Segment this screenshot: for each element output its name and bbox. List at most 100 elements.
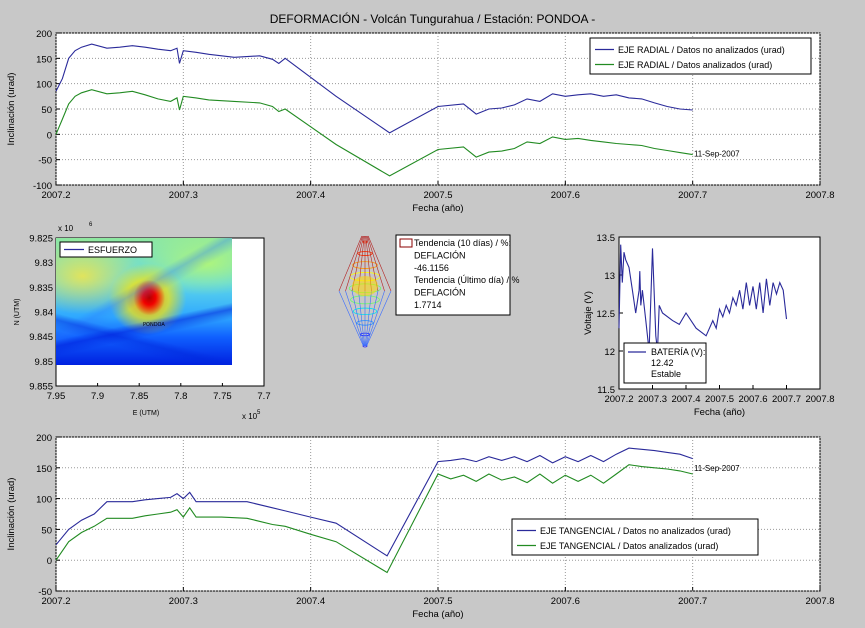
legend-entry: 12.42: [651, 358, 674, 368]
y-tick-label: 150: [36, 54, 52, 65]
y-tick-label: 9.855: [29, 382, 53, 393]
y-axis-label: Voltaje (V): [583, 291, 594, 335]
legend-box: [589, 37, 812, 75]
x-tick-label: 2007.7: [678, 190, 707, 201]
y-tick-label: 0: [47, 130, 52, 141]
legend-entry: ESFUERZO: [88, 245, 137, 255]
legend-entry: DEFLACIÓN: [414, 250, 466, 260]
y-tick-label: 100: [36, 495, 52, 506]
y-tick-label: 150: [36, 464, 52, 475]
legend-box: [623, 342, 707, 384]
x-tick-label: 2007.4: [296, 596, 325, 607]
y-tick-label: 50: [41, 525, 52, 536]
x-tick-label: 2007.2: [604, 394, 633, 405]
legend-entry: DEFLACIÓN: [414, 288, 466, 298]
legend-entry: Estable: [651, 369, 681, 379]
legend-entry: 1.7714: [414, 300, 442, 310]
surface-mesh-line: [367, 235, 392, 292]
y-tick-label: 9.85: [35, 357, 54, 368]
y-tick-label: 200: [36, 433, 52, 444]
legend-entry: BATERÍA (V):: [651, 347, 705, 357]
legend-swatch: [399, 238, 413, 248]
series-line-1: [55, 464, 693, 574]
surface-mesh-line: [358, 290, 365, 347]
stress-heatmap: [56, 238, 232, 365]
y-tick-label: 9.845: [29, 332, 53, 343]
surface-mesh-line: [366, 290, 392, 347]
y-tick-label: 9.84: [35, 308, 54, 319]
x-tick-label: 2007.6: [738, 394, 767, 405]
x-tick-label: 7.9: [91, 391, 104, 402]
x-tick-label: 7.85: [130, 391, 149, 402]
surface-mesh-line: [365, 290, 372, 347]
x-exponent: x 10: [242, 412, 258, 421]
x-tick-label: 2007.5: [705, 394, 734, 405]
x-tick-label: 2007.4: [671, 394, 700, 405]
y-tick-label: 9.83: [35, 258, 54, 269]
y-tick-label: 11.5: [597, 385, 615, 396]
x-tick-label: 2007.5: [423, 596, 452, 607]
y-tick-label: -100: [33, 181, 52, 192]
legend-entry: EJE RADIAL / Datos no analizados (urad): [618, 45, 785, 55]
x-tick-label: 2007.2: [41, 596, 70, 607]
x-axis-label: E (UTM): [133, 410, 159, 417]
x-tick-label: 2007.3: [169, 190, 198, 201]
y-tick-label: 12.5: [597, 309, 616, 320]
y-tick-label: 9.835: [29, 283, 53, 294]
surface-core: [352, 276, 378, 296]
x-axis-label: Fecha (año): [412, 203, 463, 214]
x-tick-label: 2007.2: [41, 190, 70, 201]
legend-entry: Tendencia (Último día) / %: [414, 275, 520, 285]
figure-title: DEFORMACIÓN - Volcán Tungurahua / Estaci…: [269, 12, 596, 26]
legend-entry: EJE TANGENCIAL / Datos no analizados (ur…: [540, 526, 731, 536]
x-tick-label: 2007.8: [805, 190, 834, 201]
legend-entry: Tendencia (10 días) / %:: [414, 238, 511, 248]
x-tick-label: 7.75: [213, 391, 232, 402]
series-line-0: [618, 244, 788, 352]
x-axis-label: Fecha (año): [412, 609, 463, 620]
legend-box: [59, 241, 153, 258]
legend-entry: EJE RADIAL / Datos analizados (urad): [618, 60, 772, 70]
y-tick-label: -50: [38, 587, 52, 598]
x-tick-label: 2007.4: [296, 190, 325, 201]
y-tick-label: 13.5: [597, 233, 616, 244]
x-tick-label: 2007.6: [551, 190, 580, 201]
y-exponent-power: 6: [89, 222, 93, 228]
radial-tilt-axes: 2007.2 2007.3 2007.4 2007.5 2007.6 2007.7 2007…: [6, 29, 835, 214]
x-exponent-power: 5: [257, 410, 261, 416]
x-tick-label: 2007.7: [678, 596, 707, 607]
y-axis-label: Inclinación (urad): [6, 478, 17, 551]
surface-mesh-line: [365, 290, 385, 347]
series-line-0: [55, 43, 693, 134]
legend-box: [511, 518, 759, 556]
x-tick-label: 2007.6: [551, 596, 580, 607]
x-tick-label: 2007.5: [423, 190, 452, 201]
surface-mesh-line: [365, 290, 379, 347]
legend-entry: -46.1156: [414, 263, 449, 273]
date-annotation: 11-Sep-2007: [694, 150, 740, 159]
deformation-surface-legend: Tendencia (10 días) / %: DEFLACIÓN -46.115…: [338, 234, 520, 348]
x-tick-label: 2007.8: [805, 394, 834, 405]
x-tick-label: 7.95: [47, 391, 66, 402]
y-tick-label: 0: [47, 556, 52, 567]
y-tick-label: 100: [36, 80, 52, 91]
y-tick-label: 13: [604, 271, 615, 282]
tangential-tilt-axes: 2007.2 2007.3 2007.4 2007.5 2007.6 2007.7 2007…: [6, 433, 835, 620]
x-tick-label: 2007.8: [805, 596, 834, 607]
series-line-1: [55, 89, 693, 177]
y-tick-label: 9.825: [29, 234, 53, 245]
x-tick-label: 7.8: [174, 391, 187, 402]
legend-entry: EJE TANGENCIAL / Datos analizados (urad): [540, 541, 718, 551]
y-axis-label: Inclinación (urad): [6, 73, 17, 146]
y-tick-label: 50: [41, 105, 52, 116]
x-tick-label: 2007.7: [772, 394, 801, 405]
date-annotation: 11-Sep-2007: [694, 464, 740, 473]
y-tick-label: 200: [36, 29, 52, 40]
battery-axes: 2007.2 2007.3 2007.4 2007.5 2007.6 2007.7 2007…: [583, 233, 835, 418]
x-tick-label: 2007.3: [169, 596, 198, 607]
surface-mesh-line: [338, 290, 364, 347]
x-axis-label: Fecha (año): [694, 407, 745, 418]
surface-mesh-line: [345, 235, 363, 292]
legend-box: [395, 234, 511, 316]
x-tick-label: 7.7: [257, 391, 270, 402]
